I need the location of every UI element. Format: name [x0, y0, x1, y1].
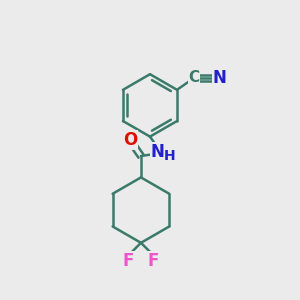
- Text: H: H: [164, 148, 176, 163]
- Text: F: F: [123, 252, 134, 270]
- Text: F: F: [148, 252, 159, 270]
- Text: N: N: [151, 143, 165, 161]
- Text: C: C: [188, 70, 200, 86]
- Text: O: O: [123, 131, 137, 149]
- Text: N: N: [212, 69, 226, 87]
